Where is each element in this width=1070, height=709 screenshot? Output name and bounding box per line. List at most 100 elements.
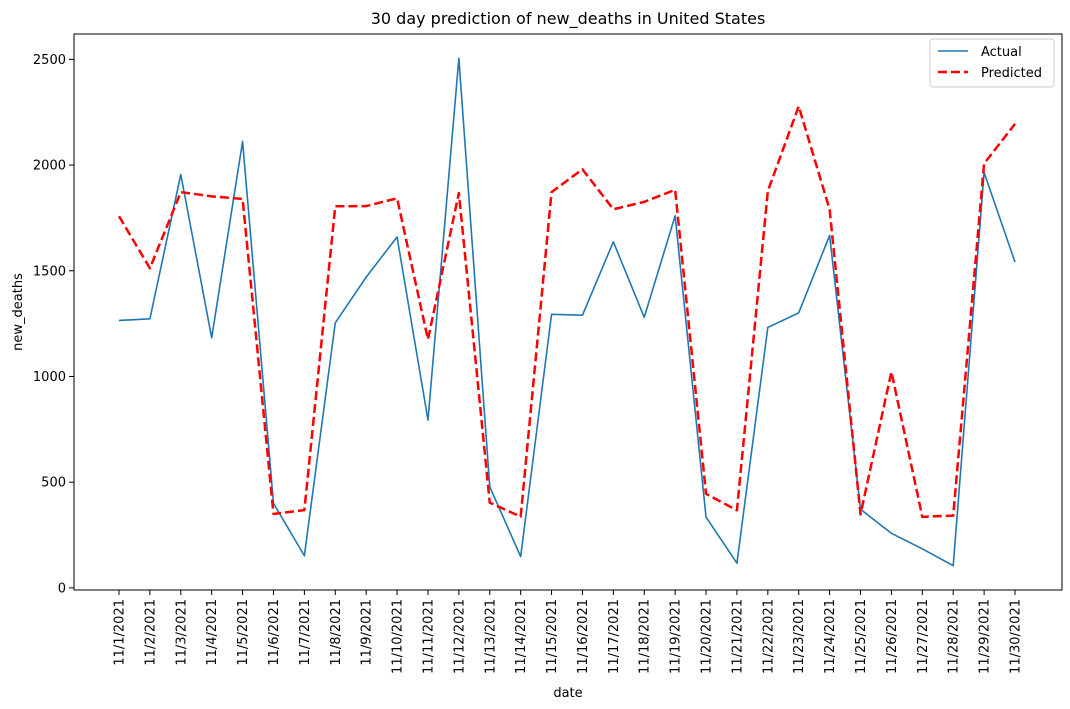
data-point-predicted [241,198,243,200]
data-point-predicted [643,201,645,203]
data-point-actual [241,140,243,142]
x-tick-label: 11/13/2021 [483,599,498,674]
x-tick-label: 11/15/2021 [545,599,560,674]
x-tick-label: 11/28/2021 [947,599,962,674]
x-tick-label: 11/8/2021 [329,599,344,666]
x-tick-label: 11/18/2021 [638,599,653,674]
data-point-predicted [674,189,676,191]
data-point-actual [798,312,800,314]
data-point-predicted [489,501,491,503]
x-tick-label: 11/26/2021 [885,599,900,674]
data-point-actual [149,318,151,320]
x-tick-label: 11/10/2021 [391,599,406,674]
x-tick-label: 11/21/2021 [730,599,745,674]
data-point-predicted [921,516,923,518]
data-point-actual [365,276,367,278]
data-point-actual [890,532,892,534]
x-tick-label: 11/9/2021 [360,599,375,666]
data-point-actual [303,555,305,557]
y-tick-label: 2500 [33,53,66,68]
data-point-actual [519,555,521,557]
x-tick-label: 11/17/2021 [607,599,622,674]
data-point-predicted [1014,123,1016,125]
x-tick-label: 11/23/2021 [792,599,807,674]
data-point-actual [705,516,707,518]
series-line-actual [118,57,1016,567]
data-point-predicted [149,267,151,269]
data-point-predicted [550,191,552,193]
data-point-predicted [859,513,861,515]
x-tick-label: 11/30/2021 [1009,599,1024,674]
data-point-predicted [952,514,954,516]
y-tick-label: 1500 [33,264,66,279]
plot-area [73,33,1063,591]
data-point-actual [736,562,738,564]
x-tick-label: 11/22/2021 [761,599,776,674]
data-point-actual [180,173,182,175]
x-tick-label: 11/11/2021 [421,599,436,674]
data-point-predicted [303,509,305,511]
data-point-actual [458,57,460,59]
y-tick-label: 1000 [33,370,66,385]
y-tick-label: 2000 [33,159,66,174]
data-point-predicted [736,509,738,511]
data-point-predicted [272,513,274,515]
data-point-predicted [581,168,583,170]
data-point-actual [427,419,429,421]
data-point-predicted [396,197,398,199]
data-point-actual [674,215,676,217]
data-point-predicted [612,208,614,210]
data-point-predicted [798,105,800,107]
data-point-actual [396,236,398,238]
data-point-predicted [334,205,336,207]
y-tick-label: 0 [58,581,66,596]
data-point-actual [828,234,830,236]
data-point-predicted [210,195,212,197]
x-tick-label: 11/16/2021 [576,599,591,674]
data-point-actual [643,316,645,318]
series-line-predicted [117,105,1016,519]
x-tick-label: 11/1/2021 [113,599,128,666]
legend-label-actual: Actual [981,45,1022,60]
data-point-actual [334,322,336,324]
y-axis: 0 500 1000 1500 2000 2500 [33,53,74,596]
x-tick-label: 11/7/2021 [298,599,313,666]
x-tick-label: 11/3/2021 [174,599,189,666]
x-axis: 11/1/2021 11/2/2021 11/3/2021 11/4/2021 11/5… [113,590,1024,674]
x-tick-label: 11/5/2021 [236,599,251,666]
data-point-predicted [427,338,429,340]
x-tick-label: 11/4/2021 [205,599,220,666]
x-axis-title: date [553,686,582,701]
data-point-predicted [458,192,460,194]
x-tick-label: 11/20/2021 [700,599,715,674]
x-tick-label: 11/29/2021 [978,599,993,674]
x-tick-label: 11/12/2021 [452,599,467,674]
data-point-predicted [180,191,182,193]
x-tick-label: 11/25/2021 [854,599,869,674]
data-point-predicted [519,515,521,517]
data-point-predicted [365,205,367,207]
chart-title: 30 day prediction of new_deaths in Unite… [371,9,766,29]
legend-label-predicted: Predicted [981,66,1042,81]
legend: Actual Predicted [929,38,1055,88]
x-tick-label: 11/2/2021 [143,599,158,666]
data-point-predicted [767,190,769,192]
x-tick-label: 11/19/2021 [669,599,684,674]
data-point-actual [210,337,212,339]
data-point-predicted [890,371,892,373]
data-point-predicted [118,215,120,217]
data-point-actual [612,241,614,243]
x-tick-label: 11/14/2021 [514,599,529,674]
data-point-actual [921,548,923,550]
x-tick-label: 11/27/2021 [916,599,931,674]
data-point-actual [952,564,954,566]
data-point-predicted [828,208,830,210]
data-point-actual [118,319,120,321]
data-point-actual [767,326,769,328]
data-point-actual [581,314,583,316]
series-layer [117,57,1016,567]
x-tick-label: 11/24/2021 [823,599,838,674]
data-point-predicted [705,493,707,495]
data-point-actual [550,313,552,315]
